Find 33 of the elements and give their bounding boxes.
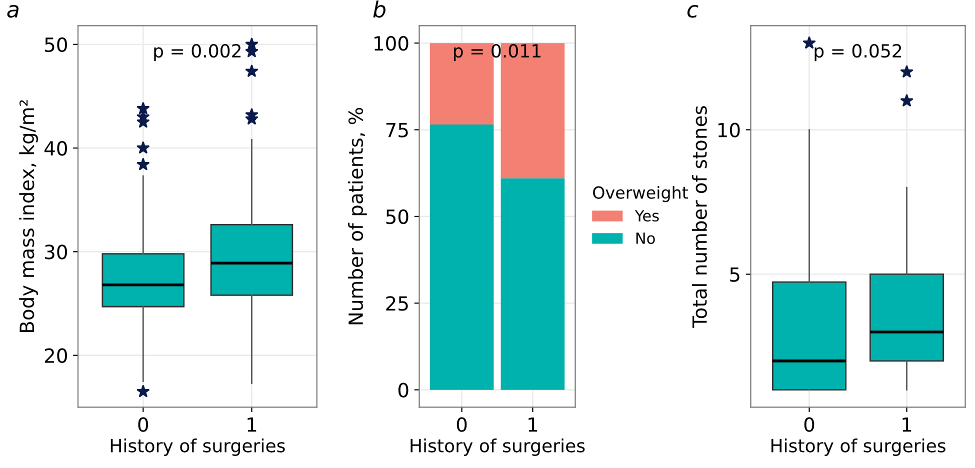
x-axis-title: History of surgeries bbox=[110, 438, 285, 456]
x-tick-label: 0 bbox=[138, 417, 148, 432]
x-tick-label: 0 bbox=[804, 417, 814, 432]
legend-label: No bbox=[636, 232, 655, 244]
y-tick-label: 0 bbox=[398, 382, 408, 398]
x-tick-label: 0 bbox=[456, 417, 467, 432]
y-tick-label: 10 bbox=[718, 122, 740, 138]
y-tick-label: 40 bbox=[44, 141, 67, 156]
chart-title: c bbox=[687, 4, 698, 18]
chart-title: a bbox=[7, 4, 18, 18]
legend-title: Overweight bbox=[593, 186, 688, 202]
y-tick-label: 50 bbox=[45, 37, 67, 52]
y-axis-title: Body mass index, kg/m² bbox=[19, 100, 38, 332]
chart-title: b bbox=[373, 0, 386, 18]
y-axis-title: Total number of stones bbox=[692, 106, 707, 328]
x-tick-label: 1 bbox=[902, 417, 912, 432]
y-tick-label: 50 bbox=[386, 209, 408, 224]
x-axis-title: History of surgeries bbox=[771, 438, 946, 456]
bar bbox=[430, 124, 494, 390]
x-axis-title: History of surgeries bbox=[410, 438, 585, 456]
y-axis-title: Number of patients, % bbox=[348, 108, 367, 324]
x-tick-label: 1 bbox=[528, 417, 538, 432]
annotation: p = 0.002 bbox=[154, 44, 241, 62]
legend-label: Yes bbox=[634, 210, 659, 222]
y-tick-label: 25 bbox=[386, 296, 408, 311]
y-tick-label: 30 bbox=[45, 244, 67, 260]
x-tick-label: 1 bbox=[248, 417, 256, 432]
y-tick-label: 75 bbox=[386, 122, 408, 138]
y-tick-label: 20 bbox=[44, 348, 67, 363]
annotation: p = 0.052 bbox=[814, 44, 902, 62]
y-tick-label: 100 bbox=[374, 36, 408, 51]
bar bbox=[500, 178, 565, 390]
y-tick-label: 5 bbox=[730, 267, 740, 282]
